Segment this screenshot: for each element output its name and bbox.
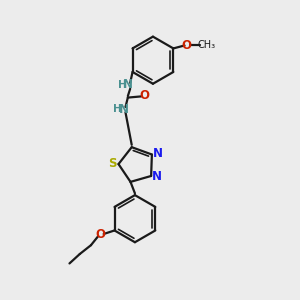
Text: CH₃: CH₃ (198, 40, 216, 50)
Text: O: O (182, 39, 192, 52)
Text: N: N (123, 78, 133, 92)
Text: N: N (152, 170, 162, 183)
Text: S: S (108, 157, 116, 170)
Text: O: O (95, 228, 105, 241)
Text: N: N (118, 103, 128, 116)
Text: H: H (113, 104, 122, 114)
Text: O: O (139, 89, 149, 102)
Text: H: H (118, 80, 126, 90)
Text: N: N (153, 147, 163, 160)
